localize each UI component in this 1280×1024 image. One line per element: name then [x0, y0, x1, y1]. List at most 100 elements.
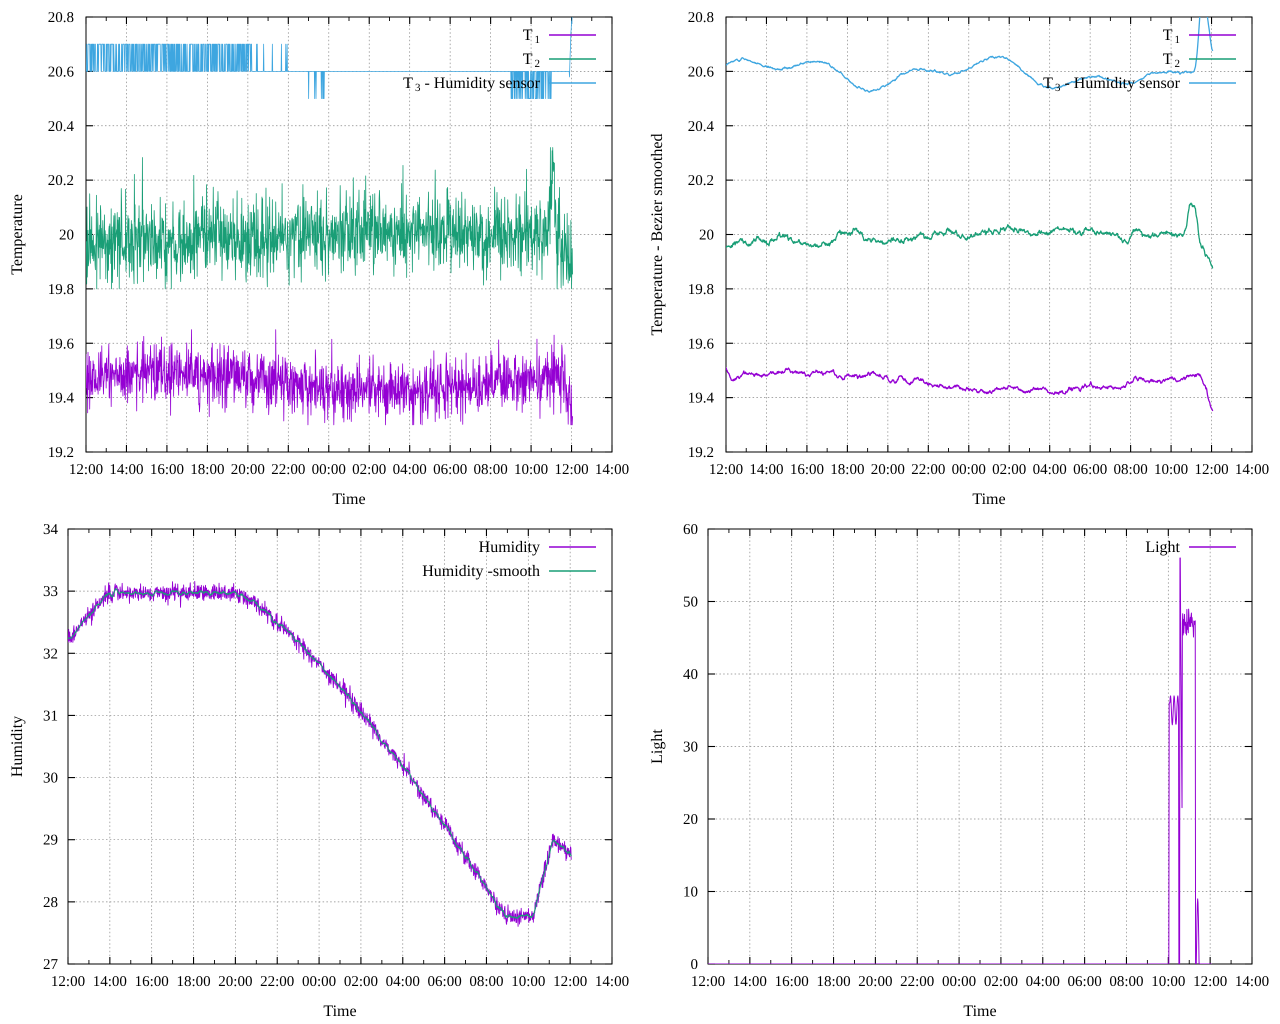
svg-text:06:00: 06:00	[1068, 974, 1102, 990]
svg-text:29: 29	[43, 833, 58, 849]
svg-text:20.2: 20.2	[48, 173, 74, 189]
svg-text:14:00: 14:00	[109, 462, 143, 478]
svg-text:00:00: 00:00	[942, 974, 976, 990]
svg-text:10: 10	[683, 885, 698, 901]
svg-text:20.8: 20.8	[688, 10, 714, 26]
svg-text:02:00: 02:00	[992, 462, 1026, 478]
svg-text:04:00: 04:00	[393, 462, 427, 478]
svg-text:20.6: 20.6	[688, 64, 715, 80]
svg-text:Temperature: Temperature	[9, 194, 26, 275]
svg-text:14:00: 14:00	[595, 462, 629, 478]
svg-text:30: 30	[683, 740, 698, 756]
svg-text:19.8: 19.8	[688, 282, 714, 298]
svg-text:19.6: 19.6	[48, 336, 75, 352]
svg-text:60: 60	[683, 522, 698, 538]
svg-text:20:00: 20:00	[231, 462, 265, 478]
svg-text:19.6: 19.6	[688, 336, 715, 352]
svg-text:22:00: 22:00	[900, 974, 934, 990]
svg-text:14:00: 14:00	[733, 974, 767, 990]
svg-text:20.4: 20.4	[48, 119, 75, 135]
svg-text:Light: Light	[649, 729, 666, 764]
svg-text:18:00: 18:00	[190, 462, 224, 478]
svg-text:08:00: 08:00	[474, 462, 508, 478]
svg-text:20:00: 20:00	[218, 974, 252, 990]
svg-text:20: 20	[59, 228, 74, 244]
svg-text:Time: Time	[972, 491, 1005, 508]
svg-text:T1: T1	[523, 27, 540, 46]
svg-text:12:00: 12:00	[51, 974, 85, 990]
svg-text:22:00: 22:00	[911, 462, 945, 478]
svg-text:14:00: 14:00	[1235, 462, 1269, 478]
svg-text:12:00: 12:00	[1193, 974, 1227, 990]
svg-text:12:00: 12:00	[691, 974, 725, 990]
svg-text:10:00: 10:00	[1154, 462, 1188, 478]
svg-text:20: 20	[699, 228, 714, 244]
svg-text:02:00: 02:00	[344, 974, 378, 990]
svg-text:14:00: 14:00	[595, 974, 629, 990]
svg-text:33: 33	[43, 584, 58, 600]
svg-text:34: 34	[43, 522, 59, 538]
svg-text:06:00: 06:00	[433, 462, 467, 478]
svg-text:30: 30	[43, 771, 58, 787]
svg-text:19.8: 19.8	[48, 282, 74, 298]
svg-text:19.4: 19.4	[688, 391, 715, 407]
svg-text:19.2: 19.2	[688, 445, 714, 461]
svg-text:Humidity: Humidity	[9, 716, 26, 777]
svg-text:31: 31	[43, 708, 58, 724]
svg-text:32: 32	[43, 646, 58, 662]
svg-text:40: 40	[683, 667, 698, 683]
svg-text:T3 - Humidity sensor: T3 - Humidity sensor	[1043, 75, 1181, 94]
svg-text:20.6: 20.6	[48, 64, 75, 80]
svg-text:18:00: 18:00	[176, 974, 210, 990]
svg-text:16:00: 16:00	[775, 974, 809, 990]
svg-text:00:00: 00:00	[952, 462, 986, 478]
svg-text:T3 - Humidity sensor: T3 - Humidity sensor	[403, 75, 541, 94]
svg-text:04:00: 04:00	[1026, 974, 1060, 990]
svg-text:Time: Time	[323, 1003, 356, 1020]
svg-text:16:00: 16:00	[135, 974, 169, 990]
svg-text:20.2: 20.2	[688, 173, 714, 189]
svg-text:10:00: 10:00	[514, 462, 548, 478]
svg-text:0: 0	[691, 957, 699, 973]
svg-text:T2: T2	[523, 51, 540, 70]
svg-text:Temperature - Bezier smoothed: Temperature - Bezier smoothed	[649, 134, 666, 336]
svg-text:20:00: 20:00	[858, 974, 892, 990]
svg-text:18:00: 18:00	[816, 974, 850, 990]
svg-text:T2: T2	[1163, 51, 1180, 70]
svg-text:14:00: 14:00	[749, 462, 783, 478]
svg-text:00:00: 00:00	[312, 462, 346, 478]
svg-text:10:00: 10:00	[511, 974, 545, 990]
svg-text:Humidity: Humidity	[479, 539, 540, 556]
svg-text:10:00: 10:00	[1151, 974, 1185, 990]
svg-text:08:00: 08:00	[1109, 974, 1143, 990]
svg-text:08:00: 08:00	[1114, 462, 1148, 478]
svg-text:06:00: 06:00	[1073, 462, 1107, 478]
svg-text:20.4: 20.4	[688, 119, 715, 135]
svg-text:04:00: 04:00	[1033, 462, 1067, 478]
svg-text:08:00: 08:00	[469, 974, 503, 990]
svg-text:12:00: 12:00	[554, 462, 588, 478]
svg-text:28: 28	[43, 895, 58, 911]
svg-text:14:00: 14:00	[1235, 974, 1269, 990]
svg-text:04:00: 04:00	[386, 974, 420, 990]
svg-text:00:00: 00:00	[302, 974, 336, 990]
svg-text:20: 20	[683, 812, 698, 828]
svg-text:20.8: 20.8	[48, 10, 74, 26]
svg-text:14:00: 14:00	[93, 974, 127, 990]
svg-text:12:00: 12:00	[1194, 462, 1228, 478]
svg-text:12:00: 12:00	[709, 462, 743, 478]
svg-text:06:00: 06:00	[428, 974, 462, 990]
svg-text:50: 50	[683, 595, 698, 611]
svg-text:20:00: 20:00	[871, 462, 905, 478]
svg-text:19.2: 19.2	[48, 445, 74, 461]
svg-text:16:00: 16:00	[790, 462, 824, 478]
svg-text:Time: Time	[963, 1003, 996, 1020]
svg-text:02:00: 02:00	[984, 974, 1018, 990]
svg-text:Light: Light	[1145, 539, 1180, 556]
svg-text:12:00: 12:00	[69, 462, 103, 478]
svg-text:Time: Time	[332, 491, 365, 508]
svg-text:T1: T1	[1163, 27, 1180, 46]
svg-text:22:00: 22:00	[260, 974, 294, 990]
svg-text:12:00: 12:00	[553, 974, 587, 990]
svg-text:18:00: 18:00	[830, 462, 864, 478]
